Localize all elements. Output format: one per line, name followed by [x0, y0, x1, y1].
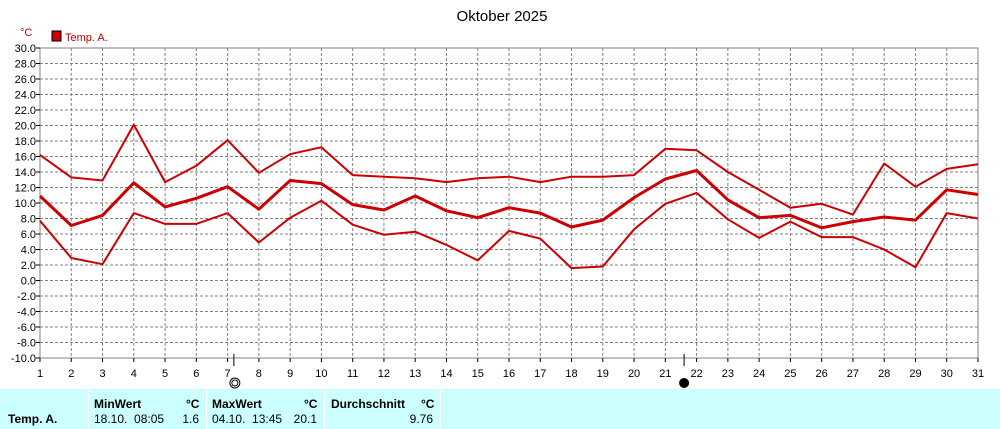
x-tick-label: 17 — [534, 368, 546, 380]
y-tick-label: 2.0 — [21, 260, 36, 272]
x-tick-label: 4 — [131, 368, 137, 380]
y-tick-label: 20.0 — [15, 121, 36, 133]
y-tick-label: 0.0 — [21, 276, 36, 288]
stats-max-unit: °C — [304, 397, 318, 411]
x-tick-label: 31 — [972, 368, 984, 380]
markers — [229, 354, 690, 389]
stats-min-datetime: 18.10. 08:05 — [94, 412, 165, 426]
y-tick-label: 12.0 — [15, 183, 36, 195]
x-tick-label: 5 — [162, 368, 168, 380]
x-tick-label: 2 — [68, 368, 74, 380]
temperature-chart: Oktober 2025 °C Temp. A. 30.028.026.024.… — [11, 8, 984, 389]
stats-max-cell: MaxWert °C 04.10. 13:45 20.1 — [206, 389, 325, 429]
y-tick-label: 10.0 — [15, 198, 36, 210]
y-tick-label: 30.0 — [15, 43, 36, 55]
stats-min-label: MinWert — [94, 397, 142, 411]
x-tick-label: 22 — [690, 368, 702, 380]
stats-min-unit: °C — [186, 397, 200, 411]
y-tick-label: 4.0 — [21, 245, 36, 257]
y-tick-label: 24.0 — [15, 90, 36, 102]
stats-row-label: Temp. A. — [8, 412, 58, 426]
x-tick-label: 16 — [503, 368, 515, 380]
stats-max-label: MaxWert — [212, 397, 262, 411]
y-tick-label: 16.0 — [15, 152, 36, 164]
x-tick-label: 27 — [847, 368, 859, 380]
stats-row-label-cell: Temp. A. — [0, 389, 88, 429]
x-tick-label: 9 — [287, 368, 293, 380]
x-tick-label: 6 — [193, 368, 199, 380]
x-tick-label: 29 — [909, 368, 921, 380]
chart-title: Oktober 2025 — [457, 8, 548, 25]
x-tick-label: 12 — [378, 368, 390, 380]
y-tick-label: 18.0 — [15, 136, 36, 148]
x-tick-label: 28 — [878, 368, 890, 380]
x-tick-label: 19 — [597, 368, 609, 380]
y-tick-label: 14.0 — [15, 167, 36, 179]
x-tick-label: 15 — [472, 368, 484, 380]
x-tick-label: 24 — [753, 368, 765, 380]
y-tick-label: -4.0 — [17, 307, 36, 319]
y-tick-label: 6.0 — [21, 229, 36, 241]
x-tick-label: 3 — [99, 368, 105, 380]
x-axis-ticks: 1 2 3 4 5 6 7 8 9 10 11 12 13 14 15 16 17 18 19 20 21 22 23 24 2… — [37, 358, 984, 380]
x-tick-label: 21 — [659, 368, 671, 380]
stats-min-value: 1.6 — [182, 412, 199, 426]
stats-empty-cell — [440, 389, 1000, 429]
stats-avg-label: Durchschnitt — [331, 397, 406, 411]
stats-max-datetime: 04.10. 13:45 — [212, 412, 283, 426]
x-tick-label: 30 — [941, 368, 953, 380]
y-tick-label: 22.0 — [15, 105, 36, 117]
x-tick-label: 11 — [347, 368, 358, 380]
marker-filled-circle — [679, 378, 690, 388]
stats-panel: Temp. A. MinWert °C 18.10. 08:05 1.6 Max… — [0, 389, 1000, 429]
x-tick-label: 7 — [225, 368, 231, 380]
legend-label: Temp. A. — [65, 32, 108, 44]
series-line-avg — [38, 169, 979, 230]
x-tick-label: 8 — [256, 368, 262, 380]
y-tick-label: -2.0 — [17, 291, 36, 303]
x-tick-label: 14 — [440, 368, 452, 380]
stats-avg-value: 9.76 — [409, 412, 433, 426]
stats-max-value: 20.1 — [293, 412, 317, 426]
x-tick-label: 10 — [315, 368, 327, 380]
x-tick-label: 18 — [565, 368, 577, 380]
marker-open-circle — [229, 377, 241, 389]
x-tick-label: 13 — [409, 368, 421, 380]
series-lines — [38, 123, 979, 270]
stats-min-cell: MinWert °C 18.10. 08:05 1.6 — [88, 389, 207, 429]
x-tick-label: 25 — [784, 368, 796, 380]
y-tick-label: -10.0 — [11, 353, 36, 365]
stats-avg-unit: °C — [421, 397, 435, 411]
y-unit-label: °C — [20, 27, 32, 39]
y-axis-ticks: 30.0 28.0 26.0 24.0 22.0 20.0 18.0 16.0 14.0 12.0… — [11, 43, 40, 365]
x-tick-label: 1 — [37, 368, 43, 380]
y-tick-label: 8.0 — [21, 214, 36, 226]
x-tick-label: 26 — [816, 368, 828, 380]
y-tick-label: -6.0 — [17, 322, 36, 334]
marker-open-circle-inner — [231, 379, 239, 387]
series-line-min — [39, 191, 979, 270]
y-tick-label: 28.0 — [15, 59, 36, 71]
series-line-max — [39, 123, 979, 216]
y-tick-label: 26.0 — [15, 74, 36, 86]
y-tick-label: -8.0 — [17, 338, 36, 350]
x-tick-label: 23 — [722, 368, 734, 380]
stats-avg-cell: Durchschnitt °C 9.76 — [324, 389, 441, 429]
legend-swatch — [51, 30, 62, 42]
x-tick-label: 20 — [628, 368, 640, 380]
